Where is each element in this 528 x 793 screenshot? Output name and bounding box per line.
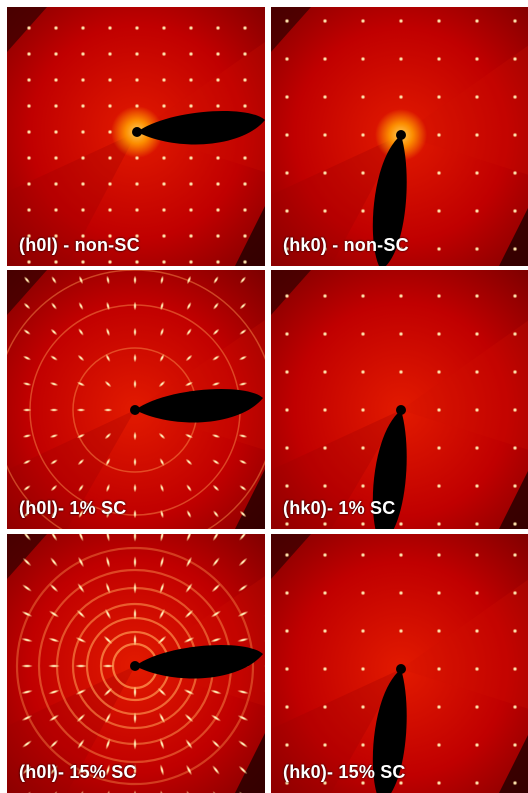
diffraction-pattern (7, 7, 265, 266)
panel-label: (hk0)- 15% SC (283, 762, 406, 782)
panel-label: (h0l)- 1% SC (19, 498, 127, 518)
diffraction-panel-h0l-non-sc: (h0l) - non-SC (7, 7, 265, 266)
diffraction-panel-h0l-15pct-sc: (h0l)- 15% SC (7, 534, 265, 793)
diffraction-panel-hk0-non-sc: (hk0) - non-SC (271, 7, 528, 266)
diffraction-pattern (271, 270, 528, 529)
panel-label: (hk0) - non-SC (283, 235, 409, 255)
panel-label: (h0l) - non-SC (19, 235, 140, 255)
panel-label: (hk0)- 1% SC (283, 498, 396, 518)
diffraction-pattern (271, 7, 528, 266)
diffraction-pattern (271, 534, 528, 793)
diffraction-panel-h0l-1pct-sc: (h0l)- 1% SC (7, 270, 265, 529)
panel-label: (h0l)- 15% SC (19, 762, 137, 782)
diffraction-pattern (7, 270, 265, 529)
diffraction-panel-hk0-1pct-sc: (hk0)- 1% SC (271, 270, 528, 529)
diffraction-panel-hk0-15pct-sc: (hk0)- 15% SC (271, 534, 528, 793)
diffraction-figure-grid: (h0l) - non-SC (hk0) - non-SC (h0l)- 1% … (7, 7, 528, 793)
diffraction-pattern (7, 534, 265, 793)
